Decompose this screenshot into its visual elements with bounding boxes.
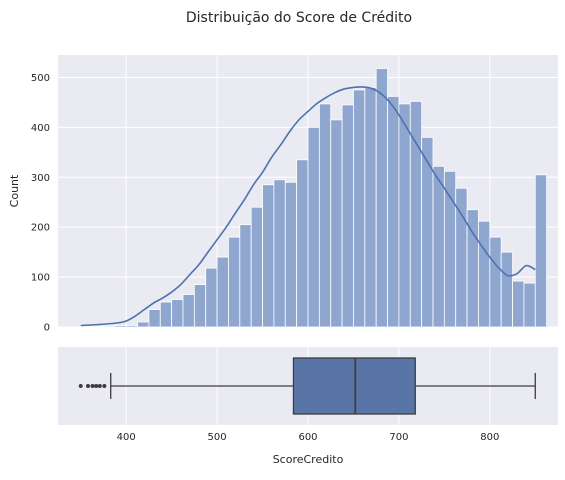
y-tick-label: 300 — [31, 173, 50, 184]
histogram-bar — [240, 225, 251, 327]
histogram-bar — [206, 268, 217, 327]
histogram-bar — [160, 302, 171, 327]
histogram-bar — [331, 120, 342, 327]
x-tick-label: 500 — [208, 432, 227, 443]
boxplot-x-tick-labels: 400 500 600 700 800 — [117, 432, 500, 443]
y-tick-label: 400 — [31, 123, 50, 134]
histogram-bar — [126, 326, 137, 327]
histogram-bar — [115, 326, 126, 327]
outlier-point — [98, 384, 102, 388]
histogram-bar — [274, 180, 285, 327]
histogram-bar — [251, 207, 262, 327]
histogram-bar — [524, 283, 535, 327]
outlier-point — [79, 384, 83, 388]
histogram-bar — [535, 175, 546, 327]
x-axis-label: ScoreCredito — [273, 453, 344, 466]
outlier-point — [102, 384, 106, 388]
histogram-axes: 0 100 200 300 400 500 Count — [8, 55, 558, 334]
histogram-y-axis-label: Count — [8, 174, 21, 207]
histogram-bar — [422, 137, 433, 327]
histogram-bar — [297, 160, 308, 327]
outlier-point — [91, 384, 95, 388]
histogram-bar — [342, 105, 353, 327]
histogram-bar — [217, 257, 228, 327]
x-tick-label: 800 — [480, 432, 499, 443]
histogram-y-tick-labels: 0 100 200 300 400 500 — [31, 73, 50, 334]
outlier-point — [94, 384, 98, 388]
x-tick-label: 600 — [298, 432, 317, 443]
histogram-bar — [183, 295, 194, 327]
histogram-bar — [263, 185, 274, 327]
histogram-bar — [353, 90, 364, 327]
figure-title: Distribuição do Score de Crédito — [186, 10, 412, 26]
histogram-bar — [149, 310, 160, 327]
histogram-bar — [308, 127, 319, 327]
y-tick-label: 200 — [31, 223, 50, 234]
y-tick-label: 0 — [44, 323, 50, 334]
histogram-bar — [388, 96, 399, 327]
histogram-bar — [490, 237, 501, 327]
histogram-bar — [365, 87, 376, 327]
histogram-bar — [138, 322, 149, 327]
histogram-bar — [319, 104, 330, 327]
histogram-bar — [444, 171, 455, 327]
histogram-bar — [103, 326, 114, 327]
x-tick-label: 700 — [389, 432, 408, 443]
histogram-bar — [285, 182, 296, 327]
histogram-bar — [172, 300, 183, 327]
histogram-bar — [399, 104, 410, 327]
x-tick-label: 400 — [117, 432, 136, 443]
outlier-point — [86, 384, 90, 388]
y-tick-label: 500 — [31, 73, 50, 84]
histogram-bar — [478, 221, 489, 327]
histogram-bar — [376, 68, 387, 327]
histogram-bar — [501, 252, 512, 327]
histogram-bar — [194, 285, 205, 327]
boxplot-axes: 400 500 600 700 800 ScoreCredito — [58, 347, 558, 466]
histogram-bar — [513, 281, 524, 327]
histogram-bar — [228, 237, 239, 327]
box-iqr — [293, 358, 415, 414]
y-tick-label: 100 — [31, 273, 50, 284]
histogram-bar — [433, 166, 444, 327]
